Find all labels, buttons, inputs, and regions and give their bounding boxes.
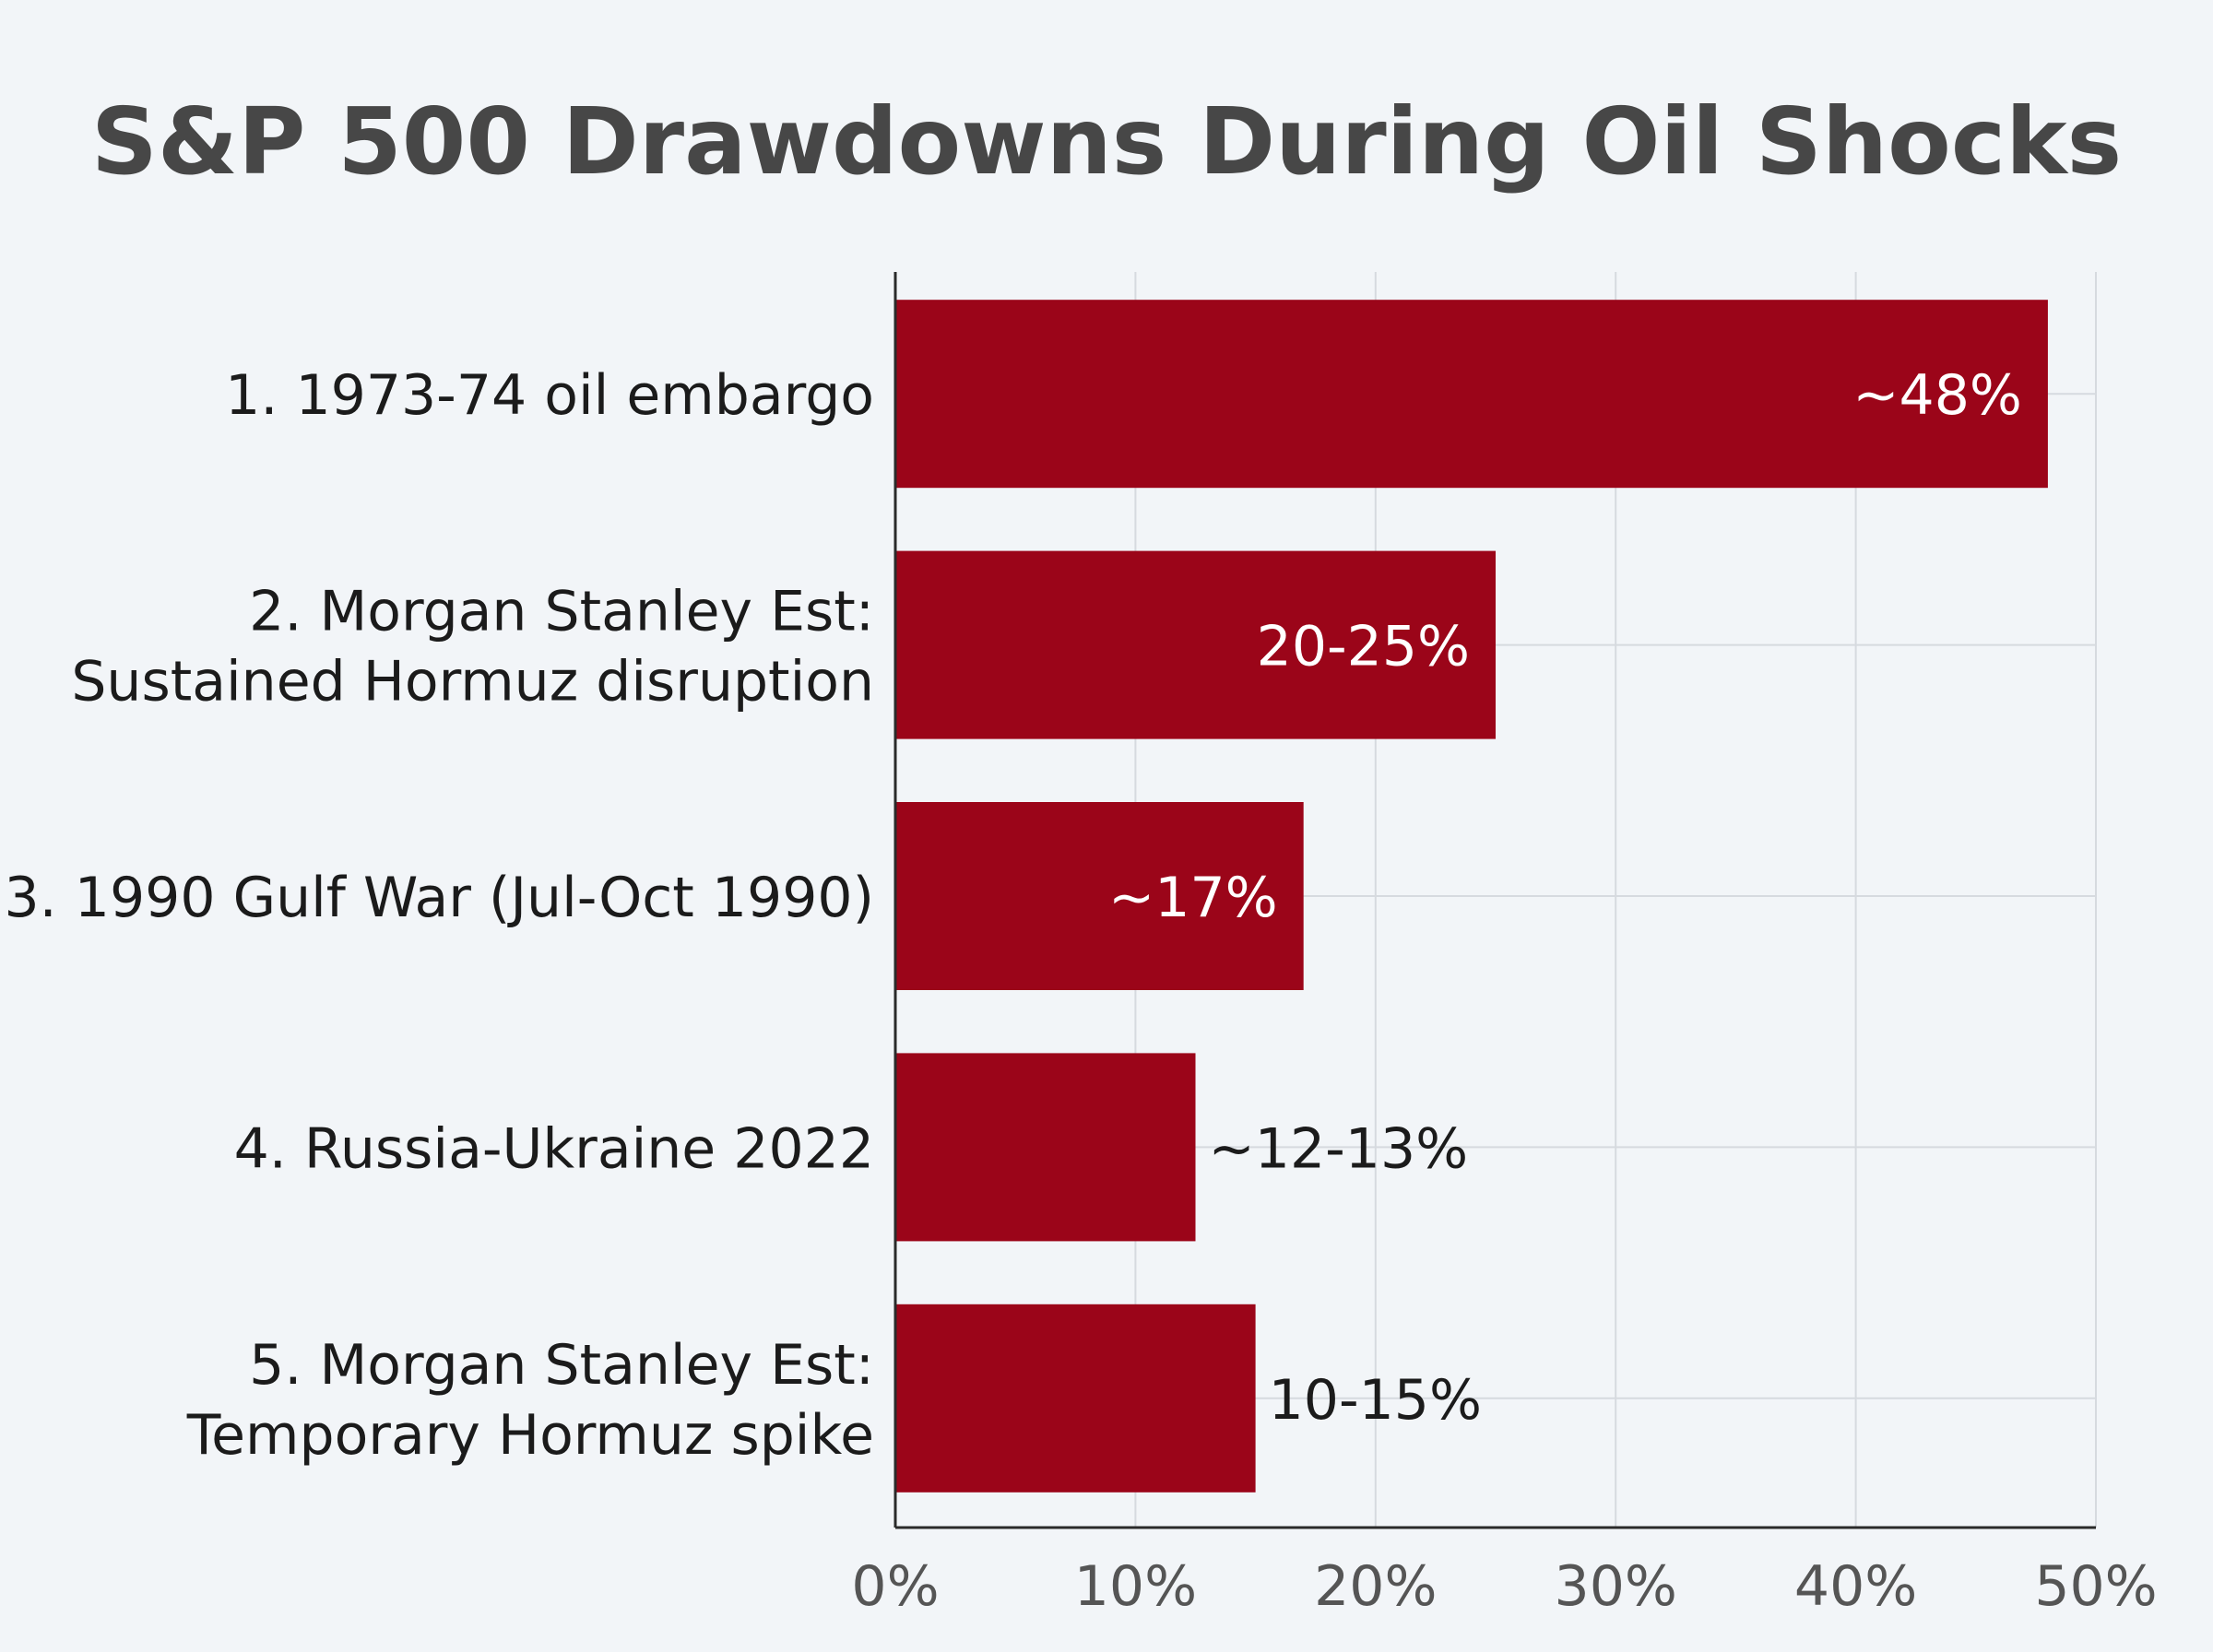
category-label: Temporary Hormuz spike bbox=[186, 1403, 874, 1468]
bar-value-label: ~17% bbox=[1108, 866, 1278, 930]
bars: ~48% 20-25% ~17% ~12-13% 10-15% bbox=[895, 300, 2048, 1493]
category-label: 2. Morgan Stanley Est: bbox=[249, 580, 874, 644]
x-tick-label: 40% bbox=[1794, 1554, 1917, 1619]
category-label: 5. Morgan Stanley Est: bbox=[249, 1333, 874, 1398]
bar-value-label: ~48% bbox=[1852, 363, 2022, 428]
category-label: Sustained Hormuz disruption bbox=[71, 650, 874, 714]
category-labels: 1. 1973-74 oil embargo 2. Morgan Stanley … bbox=[4, 363, 874, 1468]
bar-value-label: ~12-13% bbox=[1209, 1116, 1469, 1181]
bar bbox=[895, 802, 1304, 990]
category-label: 4. Russia-Ukraine 2022 bbox=[234, 1116, 874, 1181]
x-tick-label: 0% bbox=[851, 1554, 939, 1619]
bar bbox=[895, 300, 2048, 489]
x-tick-label: 10% bbox=[1074, 1554, 1197, 1619]
category-label: 3. 1990 Gulf War (Jul-Oct 1990) bbox=[4, 866, 874, 930]
category-label: 1. 1973-74 oil embargo bbox=[225, 363, 874, 428]
axes bbox=[893, 272, 2096, 1529]
bar bbox=[895, 1304, 1256, 1493]
bar bbox=[895, 1053, 1196, 1242]
x-tick-labels: 0% 10% 20% 30% 40% 50% bbox=[851, 1554, 2157, 1619]
bar-value-label: 10-15% bbox=[1269, 1368, 1482, 1433]
x-tick-label: 50% bbox=[2034, 1554, 2157, 1619]
bar-value-label: 20-25% bbox=[1257, 615, 1470, 679]
x-tick-label: 30% bbox=[1555, 1554, 1677, 1619]
chart-title: S&P 500 Drawdowns During Oil Shocks bbox=[91, 88, 2122, 195]
x-tick-label: 20% bbox=[1314, 1554, 1437, 1619]
bar bbox=[895, 550, 1496, 739]
